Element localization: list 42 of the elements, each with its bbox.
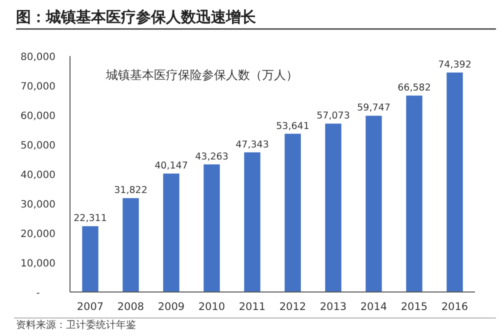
y-tick-label: 40,000 [20, 170, 56, 181]
bar [244, 152, 260, 292]
y-tick-label: 60,000 [20, 111, 56, 122]
bar [284, 134, 301, 292]
bar [446, 72, 463, 292]
text: 城镇基本医疗保险参保人数（万人） [105, 68, 298, 82]
y-tick-label: 80,000 [20, 52, 56, 63]
y-tick-label: 70,000 [20, 82, 56, 92]
data-label: 53,641 [276, 120, 310, 132]
bar [366, 116, 382, 292]
bar [122, 198, 139, 292]
x-tick-label: 2011 [238, 301, 266, 313]
data-label: 47,343 [236, 139, 269, 150]
x-tick-label: 2007 [76, 301, 104, 313]
data-label: 22,311 [74, 213, 107, 224]
data-label: 74,392 [438, 60, 472, 71]
data-label: 43,263 [195, 151, 228, 162]
data-label: 59,747 [357, 102, 390, 114]
y-tick-label: 50,000 [20, 140, 56, 152]
text: 资料来源：卫计委统计年鉴 [16, 319, 136, 331]
x-tick-label: 2015 [400, 301, 428, 313]
bar [325, 124, 342, 292]
y-tick-label: 20,000 [20, 229, 56, 240]
y-tick-label: 30,000 [20, 200, 56, 210]
x-tick-label: 2014 [360, 301, 388, 313]
data-label: 66,582 [398, 82, 431, 94]
bar [406, 96, 422, 292]
x-tick-label: 2012 [279, 301, 306, 313]
bar [82, 226, 98, 292]
x-tick-label: 2016 [441, 301, 468, 313]
bar [204, 164, 220, 292]
chart-title: 图：城镇基本医疗参保人数迅速增长 [16, 8, 257, 26]
data-label: 40,147 [154, 160, 188, 172]
x-tick-label: 2013 [320, 301, 347, 313]
y-tick-label: - [36, 288, 40, 299]
x-tick-label: 2009 [158, 301, 185, 313]
x-tick-label: 2010 [198, 301, 226, 313]
bar [163, 174, 180, 292]
data-label: 31,822 [114, 185, 148, 196]
y-tick-label: 10,000 [20, 258, 56, 270]
data-label: 57,073 [316, 110, 350, 122]
x-tick-label: 2008 [117, 301, 144, 313]
